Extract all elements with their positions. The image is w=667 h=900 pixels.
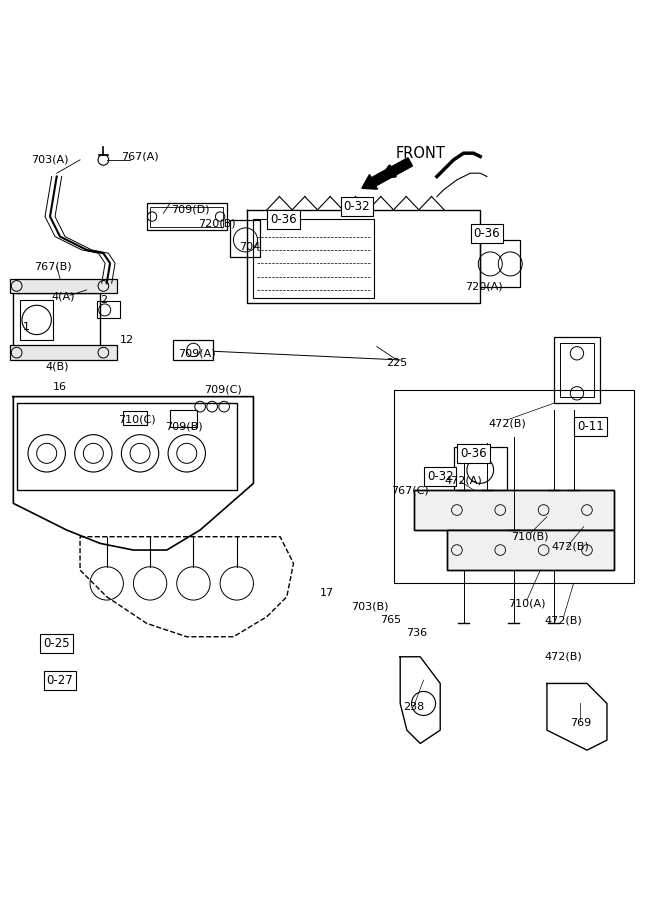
Text: 709(D): 709(D) [171, 205, 209, 215]
Text: 765: 765 [380, 615, 401, 626]
FancyArrow shape [362, 158, 412, 189]
Text: 710(A): 710(A) [508, 598, 546, 608]
Text: 472(B): 472(B) [545, 615, 582, 626]
Text: 12: 12 [119, 335, 134, 345]
Text: 0-36: 0-36 [474, 227, 500, 239]
Bar [253, 220, 374, 298]
Bar [97, 302, 120, 318]
Bar [20, 300, 53, 340]
Text: 472(A): 472(A) [445, 475, 482, 485]
Bar [150, 206, 223, 227]
Text: 709(A): 709(A) [178, 348, 215, 358]
Text: 767(A): 767(A) [121, 151, 159, 161]
Bar [123, 411, 147, 425]
Bar [447, 530, 614, 570]
Text: 0-11: 0-11 [577, 420, 604, 433]
Bar [173, 340, 213, 360]
Text: 720(B): 720(B) [198, 218, 235, 229]
Text: 225: 225 [386, 358, 408, 368]
Bar [10, 279, 117, 293]
Text: 769: 769 [570, 718, 591, 728]
Bar [554, 337, 600, 403]
Text: 767(C): 767(C) [392, 485, 429, 495]
Text: 767(B): 767(B) [35, 262, 72, 272]
Bar [447, 530, 614, 570]
Text: 0-36: 0-36 [460, 446, 487, 460]
Bar [560, 343, 594, 397]
Text: FRONT: FRONT [396, 146, 445, 161]
Bar [13, 293, 100, 346]
Text: 0-25: 0-25 [43, 637, 70, 650]
Bar [170, 410, 197, 427]
Text: 0-32: 0-32 [427, 470, 454, 483]
Text: 0-27: 0-27 [47, 673, 73, 687]
Bar [454, 446, 507, 490]
Bar [17, 403, 237, 490]
Text: 1: 1 [23, 321, 30, 331]
Text: 472(B): 472(B) [488, 418, 526, 428]
Text: 720(A): 720(A) [465, 282, 502, 292]
Text: 703(A): 703(A) [31, 155, 69, 165]
Text: 472(B): 472(B) [552, 542, 589, 552]
Text: 736: 736 [406, 628, 428, 638]
Text: 704: 704 [239, 241, 261, 252]
Text: 472(B): 472(B) [545, 652, 582, 662]
Text: 16: 16 [53, 382, 67, 392]
Bar [230, 220, 260, 256]
Text: 4(A): 4(A) [51, 292, 75, 302]
Text: 709(C): 709(C) [205, 385, 242, 395]
Bar [10, 346, 117, 360]
Text: 2: 2 [100, 295, 107, 305]
Text: 238: 238 [403, 702, 424, 712]
Text: 4(B): 4(B) [45, 362, 69, 372]
Bar [414, 490, 614, 530]
Text: 703(B): 703(B) [352, 602, 389, 612]
Bar [414, 490, 614, 530]
Text: 710(C): 710(C) [118, 415, 155, 425]
Text: 710(B): 710(B) [512, 532, 549, 542]
Text: 709(B): 709(B) [165, 422, 202, 432]
Text: 0-36: 0-36 [270, 213, 297, 227]
Text: 0-32: 0-32 [344, 200, 370, 213]
Bar [480, 240, 520, 286]
Bar [147, 203, 227, 230]
Bar [394, 390, 634, 583]
Text: 17: 17 [319, 589, 334, 598]
